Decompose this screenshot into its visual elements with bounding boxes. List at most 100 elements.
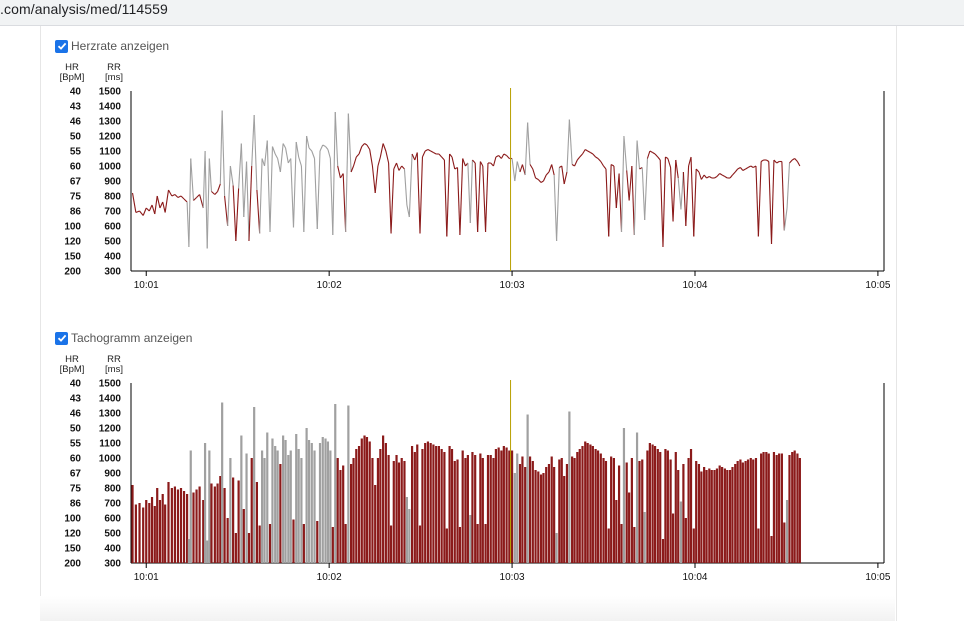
tacho-toggle-row[interactable]: Tachogramm anzeigen	[55, 331, 192, 345]
hr-tick-label: 40	[70, 87, 82, 98]
tachogram-bar	[772, 452, 776, 563]
hr-line-segment	[755, 165, 759, 237]
hr-line-segment	[667, 158, 672, 168]
rr-tick-label: 700	[104, 207, 121, 218]
tachogram-bar	[479, 453, 482, 563]
hr-line-segment	[670, 167, 674, 222]
rr-tick-label: 300	[104, 267, 121, 278]
hr-line-segment	[337, 165, 341, 179]
hr-line-segment	[171, 194, 176, 197]
hr-line-segment	[652, 152, 656, 155]
tachogram-bar	[687, 458, 690, 563]
tachogram-bar	[350, 464, 353, 563]
tachogram-bar	[161, 494, 164, 563]
hr-line-segment	[358, 146, 363, 155]
tachogram-bar	[182, 491, 186, 563]
tachogram-bar	[271, 438, 274, 563]
hr-line-segment	[532, 168, 537, 179]
tachogram-bar	[596, 450, 600, 563]
hr-tick-label: 150	[64, 252, 81, 263]
tachogram-bar	[216, 483, 219, 563]
tachogram-bar	[223, 488, 226, 563]
hr-line-segment	[524, 122, 529, 176]
hr-line-segment	[760, 159, 764, 162]
tachogram-bar	[219, 476, 222, 563]
hr-line-segment	[700, 174, 705, 180]
hr-line-segment	[208, 158, 213, 192]
hr-line-segment	[438, 153, 443, 158]
hr-line-segment	[540, 180, 544, 183]
tachogram-bar	[625, 462, 628, 563]
hr-checkbox-label[interactable]: Herzrate anzeigen	[71, 39, 170, 53]
hr-line-segment	[408, 153, 413, 218]
tachogram-bar	[368, 441, 371, 563]
hr-line-segment	[154, 195, 158, 215]
hr-line-segment	[584, 149, 588, 152]
tachogram-bar	[489, 455, 492, 563]
tachogram-bar	[689, 449, 693, 563]
tachogram-bar	[229, 458, 232, 563]
hr-line-segment	[193, 197, 197, 201]
hr-line-segment	[781, 161, 785, 231]
tacho-checkbox-label[interactable]: Tachogramm anzeigen	[71, 331, 193, 345]
hr-line-segment	[495, 155, 499, 158]
tachogram-bar	[287, 455, 290, 563]
tachogram-bar	[775, 455, 778, 563]
tachogram-bar	[195, 489, 198, 563]
hr-line-segment	[750, 165, 754, 168]
tachogram-bar	[476, 524, 479, 563]
tachogram-bar	[371, 458, 374, 563]
tachogram-bar	[164, 504, 167, 563]
tachogram-bar	[749, 458, 752, 563]
hr-tick-label: 120	[64, 529, 81, 540]
tachogram-bar	[573, 458, 576, 563]
hr-line-segment	[498, 155, 502, 159]
tachogram-bar	[360, 438, 363, 563]
tachogram-bar	[760, 453, 763, 563]
tachogram-bar	[610, 456, 613, 563]
tachogram-bar	[669, 459, 672, 563]
rr-tick-label: 500	[104, 237, 121, 248]
tachogram-bar	[700, 471, 703, 563]
hr-line-segment	[519, 164, 523, 173]
tachogram-bar	[508, 450, 511, 563]
tachogram-bar	[326, 441, 330, 563]
hr-line-segment	[467, 162, 471, 224]
hr-line-segment	[620, 135, 625, 233]
tachogram-bar	[318, 443, 322, 563]
hr-line-segment	[177, 195, 182, 198]
heart-rate-line-chart[interactable]: 1500 40 1400 43 1300 46 1200 50 1100 55 1000 60 900 6…	[64, 87, 891, 292]
browser-address-bar[interactable]: .com/analysis/med/114559	[0, 0, 964, 26]
hr-toggle-row[interactable]: Herzrate anzeigen	[55, 39, 169, 53]
tachogram-bar	[336, 458, 339, 563]
hr-line-segment	[419, 156, 423, 234]
hr-line-segment	[595, 156, 599, 159]
tachogram-bar	[471, 452, 474, 563]
tachogram-bar	[167, 482, 170, 563]
hr-line-segment	[353, 156, 357, 167]
hr-line-segment	[277, 158, 281, 173]
hr-line-segment	[662, 156, 666, 248]
hr-line-segment	[537, 179, 542, 183]
tachogram-bar	[365, 437, 369, 563]
hr-line-segment	[605, 168, 610, 237]
url-text[interactable]: .com/analysis/med/114559	[0, 1, 168, 17]
tachogram-bar	[518, 464, 522, 563]
hr-line-segment	[369, 149, 373, 167]
hr-line-segment	[709, 176, 713, 179]
hr-checkbox[interactable]	[55, 39, 68, 53]
tachogram-bar	[474, 455, 477, 563]
hr-tick-label: 55	[70, 147, 82, 158]
tachogram-bar	[734, 464, 737, 563]
hr-line-segment	[164, 189, 170, 213]
hr-line-segment	[783, 207, 788, 231]
tachogram-bar	[266, 432, 269, 563]
tacho-checkbox[interactable]	[55, 331, 68, 345]
hr-line-segment	[757, 161, 762, 237]
tachogram-bar	[674, 452, 677, 563]
panel-footer	[40, 596, 895, 621]
tachogram-bar	[310, 443, 313, 563]
tachogram-bar	[260, 450, 264, 563]
tachogram-bar-chart[interactable]: 1500 40 1400 43 1300 46 1200 50 1100 55 1000 60 900 6…	[64, 379, 891, 584]
tachogram-bar	[757, 528, 760, 563]
